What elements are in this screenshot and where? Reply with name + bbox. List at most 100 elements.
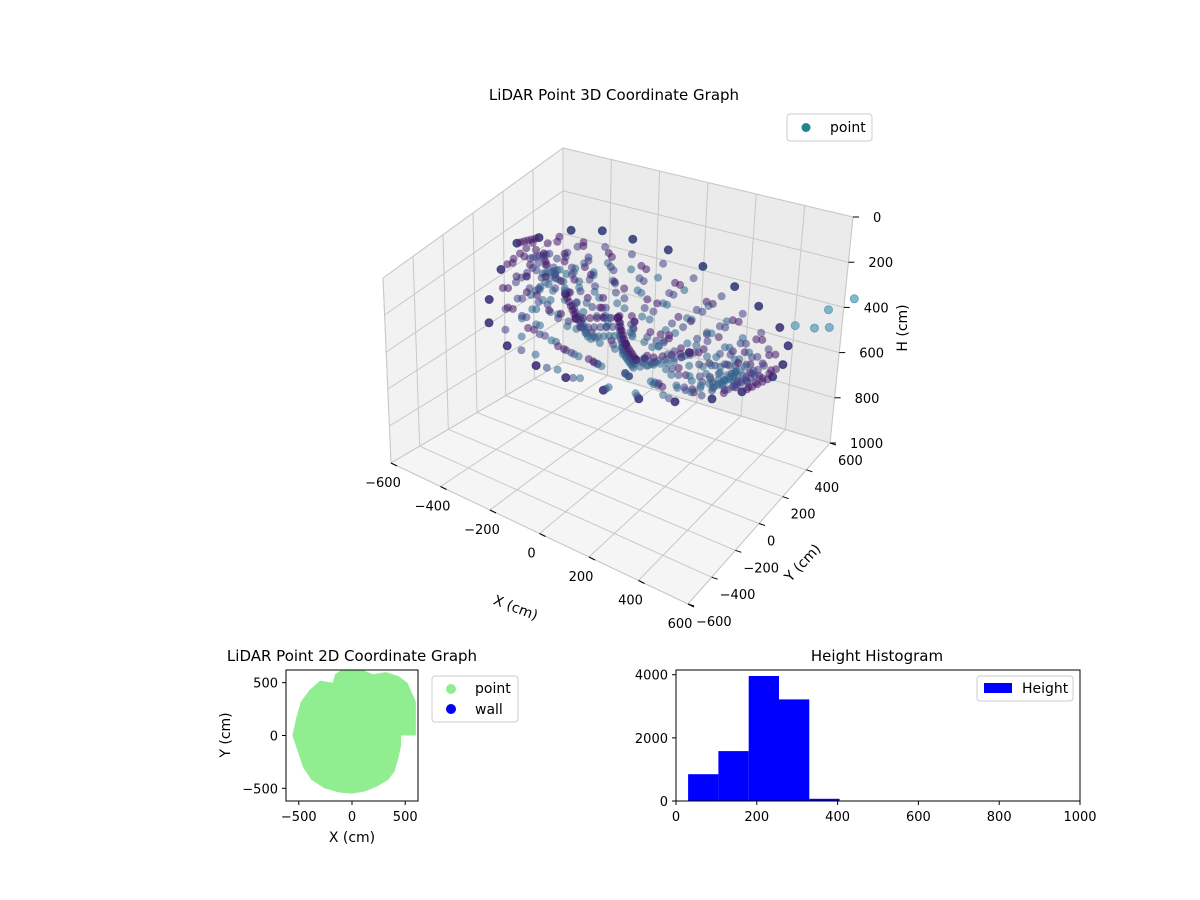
y-tick <box>735 549 742 553</box>
data-point <box>561 373 570 382</box>
data-point <box>775 323 784 332</box>
data-point <box>503 341 512 350</box>
data-point <box>532 291 541 299</box>
legend-3d: point <box>786 113 873 142</box>
data-point <box>528 238 537 247</box>
data-point <box>556 277 565 285</box>
data-point <box>648 343 657 352</box>
data-point <box>572 314 580 323</box>
grid-line <box>385 233 844 353</box>
data-point <box>541 331 549 340</box>
point-cloud <box>484 225 859 407</box>
x-tick <box>588 556 596 561</box>
data-point <box>485 318 493 327</box>
data-point <box>636 362 645 371</box>
data-point <box>686 317 695 326</box>
plot-hist-frame <box>675 669 1081 802</box>
data-point <box>687 376 696 385</box>
legend-label-point-2d: point <box>475 681 511 697</box>
data-point <box>703 352 711 361</box>
data-point <box>642 361 651 370</box>
data-point <box>754 302 763 311</box>
histogram-bar <box>718 751 749 801</box>
data-point <box>534 259 543 268</box>
data-point <box>586 270 595 279</box>
data-point <box>669 290 678 299</box>
data-point <box>652 336 661 345</box>
data-point <box>620 284 629 293</box>
data-point <box>536 321 544 330</box>
data-point <box>584 323 593 332</box>
data-point <box>629 363 638 372</box>
data-point <box>642 265 651 274</box>
data-point <box>714 333 723 342</box>
y-tick-label-2d: 500 <box>253 677 278 692</box>
data-point <box>671 329 680 338</box>
grid-line <box>532 169 535 379</box>
data-point <box>772 365 780 374</box>
x-axis-label-2d: X (cm) <box>329 830 375 846</box>
data-point <box>596 323 605 332</box>
data-point <box>582 298 591 307</box>
data-point <box>551 270 560 279</box>
data-point <box>810 323 819 333</box>
data-point <box>504 284 513 293</box>
data-point <box>573 242 582 251</box>
y-tick-label: 0 <box>767 535 775 550</box>
data-point <box>741 339 750 348</box>
x-tick-label-hist: 800 <box>987 810 1012 825</box>
data-point <box>665 331 674 340</box>
data-point <box>667 370 676 379</box>
y-tick-label: −200 <box>743 561 779 576</box>
data-point <box>790 321 800 331</box>
data-point <box>511 278 520 287</box>
data-point <box>720 360 729 369</box>
x-tick-label-hist: 1000 <box>1063 810 1096 825</box>
data-point <box>764 345 773 354</box>
data-point <box>542 363 551 372</box>
data-point <box>685 348 694 357</box>
data-point <box>577 323 586 332</box>
data-point <box>707 361 716 370</box>
grid-line <box>384 190 849 316</box>
x-tick-label: −600 <box>365 476 401 491</box>
data-point <box>734 359 743 367</box>
data-point <box>574 352 583 361</box>
data-point <box>560 257 569 266</box>
data-point <box>649 360 658 369</box>
plot-histogram: Height Histogram 0 200 400 600 800 1000 0 2000 4… <box>635 647 1097 825</box>
y-tick-label-2d: −500 <box>242 782 278 797</box>
data-point <box>631 389 640 398</box>
x-tick-label: −400 <box>415 500 451 515</box>
data-point <box>620 304 629 313</box>
data-point <box>586 314 594 323</box>
data-point <box>485 295 494 304</box>
data-point <box>517 346 526 355</box>
data-point <box>771 350 780 359</box>
data-point <box>703 337 712 346</box>
x-tick <box>390 462 398 467</box>
data-point <box>553 365 562 374</box>
y-tick-label: 200 <box>791 508 816 523</box>
grid-line <box>387 275 840 390</box>
data-point <box>643 295 652 304</box>
x-tick <box>539 533 546 537</box>
data-point <box>699 345 708 354</box>
y-tick <box>687 603 695 607</box>
data-point <box>559 345 568 354</box>
grid-line <box>412 256 421 447</box>
data-point <box>501 325 510 334</box>
z-tick-label: 200 <box>868 256 893 271</box>
histogram-bar <box>688 774 719 801</box>
data-point <box>784 341 793 350</box>
data-point <box>508 304 517 313</box>
data-point <box>702 369 711 378</box>
legend-hist: Height <box>976 675 1074 702</box>
data-point <box>673 383 682 392</box>
data-point <box>677 353 686 362</box>
x-tick-label-2d: −500 <box>281 810 317 825</box>
data-point <box>541 257 550 266</box>
x-tick <box>638 580 645 584</box>
data-point <box>560 249 569 258</box>
x-tick-label: 200 <box>569 570 594 585</box>
